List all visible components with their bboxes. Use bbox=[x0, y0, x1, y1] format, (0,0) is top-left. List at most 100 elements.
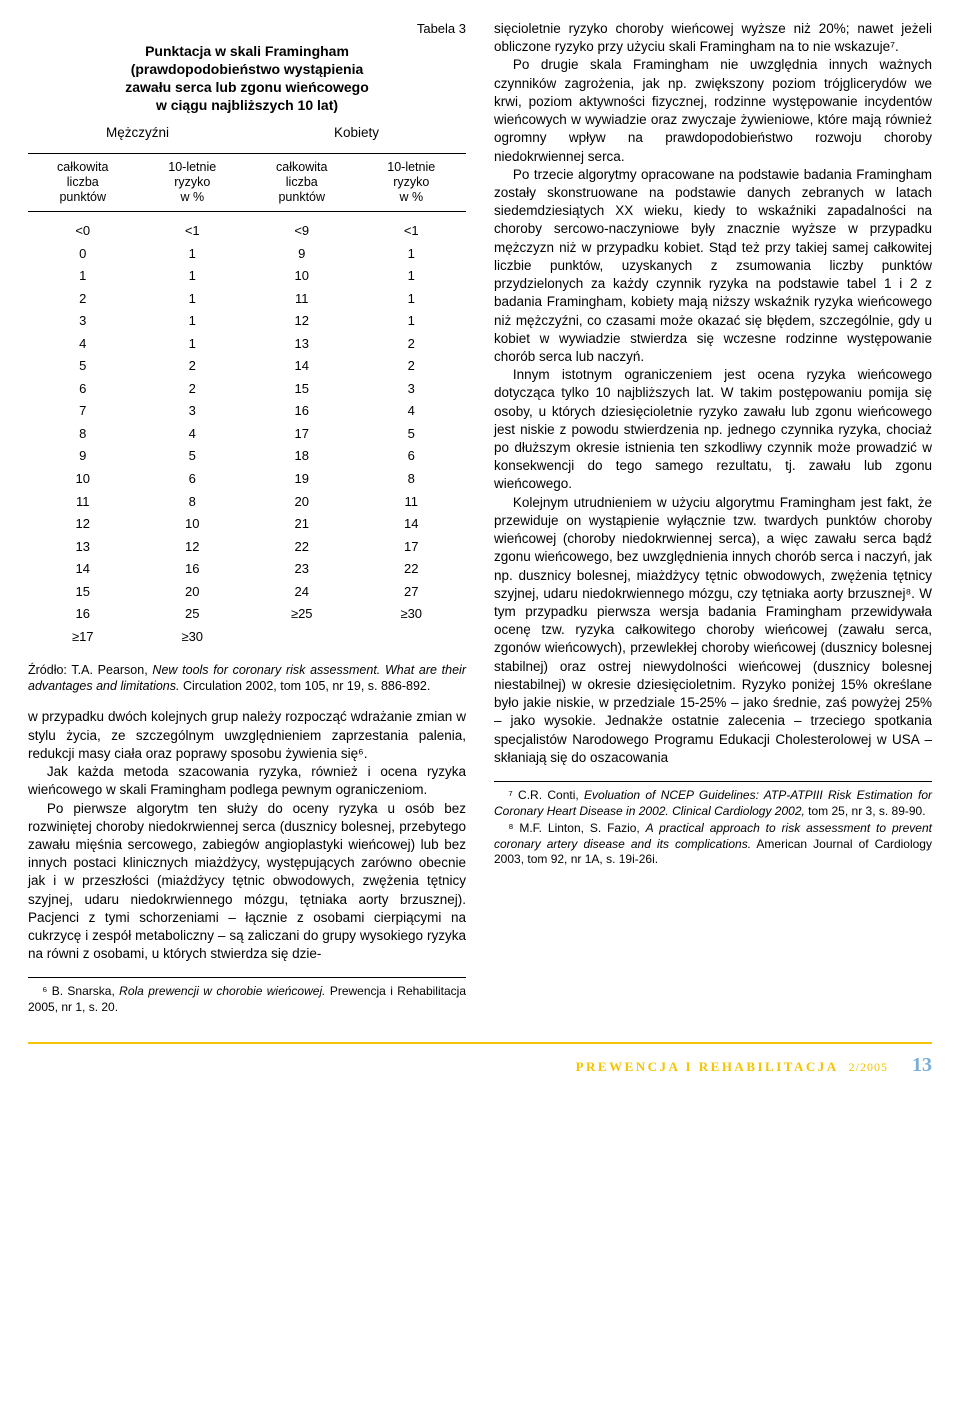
table-cell: 2 bbox=[357, 357, 467, 375]
table-cell: 3 bbox=[357, 380, 467, 398]
table-cell: 3 bbox=[28, 312, 138, 330]
footer-title: PREWENCJA I REHABILITACJA bbox=[576, 1058, 839, 1076]
table-cell: 6 bbox=[357, 447, 467, 465]
table-body: <0<1<9<101911110121111311214113252142621… bbox=[28, 220, 466, 648]
right-p4: Innym istotnym ograniczeniem jest ocena … bbox=[494, 366, 932, 494]
right-p1: sięcioletnie ryzyko choroby wieńcowej wy… bbox=[494, 20, 932, 56]
table-cell: 18 bbox=[247, 447, 357, 465]
table-row: 0191 bbox=[28, 242, 466, 265]
col-h4: 10-letnie ryzyko w % bbox=[357, 160, 467, 205]
left-body: w przypadku dwóch kolejnych grup należy … bbox=[28, 708, 466, 963]
table-cell: 12 bbox=[138, 538, 248, 556]
fn8: ⁸ M.F. Linton, S. Fazio, A practical app… bbox=[494, 821, 932, 868]
table-cell: 9 bbox=[28, 447, 138, 465]
table-row: 52142 bbox=[28, 355, 466, 378]
left-p3: Po pierwsze algorytm ten służy do oceny … bbox=[28, 800, 466, 964]
table-row: 14162322 bbox=[28, 558, 466, 581]
fn8-a: ⁸ M.F. Linton, S. Fazio, bbox=[508, 821, 645, 835]
table-cell: 6 bbox=[138, 470, 248, 488]
table-cell: 1 bbox=[28, 267, 138, 285]
table-row: <0<1<9<1 bbox=[28, 220, 466, 243]
table-cell: 14 bbox=[28, 560, 138, 578]
table-cell: 12 bbox=[28, 515, 138, 533]
table-row: 15202427 bbox=[28, 580, 466, 603]
table-cell: 23 bbox=[247, 560, 357, 578]
table-cell: ≥30 bbox=[357, 605, 467, 623]
table-cell: 11 bbox=[357, 493, 467, 511]
table-row: 73164 bbox=[28, 400, 466, 423]
right-p3: Po trzecie algorytmy opracowane na podst… bbox=[494, 166, 932, 366]
table-cell: 12 bbox=[247, 312, 357, 330]
table-row: 62153 bbox=[28, 377, 466, 400]
table-cell: 1 bbox=[138, 312, 248, 330]
table-cell: 22 bbox=[247, 538, 357, 556]
table-cell: 4 bbox=[138, 425, 248, 443]
gender-male: Mężczyźni bbox=[28, 124, 247, 142]
table-cell: 1 bbox=[357, 290, 467, 308]
table-cell: 17 bbox=[357, 538, 467, 556]
table-cell: 16 bbox=[138, 560, 248, 578]
table-cell: 1 bbox=[138, 267, 248, 285]
col-h3: całkowita liczba punktów bbox=[247, 160, 357, 205]
table-cell: <0 bbox=[28, 222, 138, 240]
right-p2: Po drugie skala Framingham nie uwzględni… bbox=[494, 56, 932, 165]
table-cell: 13 bbox=[247, 335, 357, 353]
right-p5: Kolejnym utrudnieniem w użyciu algorytmu… bbox=[494, 494, 932, 767]
table-cell: 4 bbox=[357, 402, 467, 420]
table-cell: <1 bbox=[357, 222, 467, 240]
table-cell: 24 bbox=[247, 583, 357, 601]
table-cell: 1 bbox=[138, 245, 248, 263]
fn6-a: ⁶ B. Snarska, bbox=[42, 984, 119, 998]
source-b: Circulation 2002, tom 105, nr 19, s. 886… bbox=[179, 679, 430, 693]
table-cell: 27 bbox=[357, 583, 467, 601]
table-cell: 8 bbox=[357, 470, 467, 488]
col-h1: całkowita liczba punktów bbox=[28, 160, 138, 205]
footer-issue: 2/2005 bbox=[849, 1059, 888, 1075]
table-cell: 1 bbox=[138, 290, 248, 308]
table-cell: <9 bbox=[247, 222, 357, 240]
table-row: 84175 bbox=[28, 422, 466, 445]
table-cell: 20 bbox=[138, 583, 248, 601]
table-cell: ≥17 bbox=[28, 628, 138, 646]
table-cell: 6 bbox=[28, 380, 138, 398]
table-cell: 25 bbox=[138, 605, 248, 623]
table-cell: 8 bbox=[138, 493, 248, 511]
table-row: 21111 bbox=[28, 287, 466, 310]
table-row: 1182011 bbox=[28, 490, 466, 513]
right-column: sięcioletnie ryzyko choroby wieńcowej wy… bbox=[494, 20, 932, 1018]
table-cell: 4 bbox=[28, 335, 138, 353]
table-row: 106198 bbox=[28, 468, 466, 491]
fn6-i: Rola prewencji w chorobie wieńcowej. bbox=[119, 984, 325, 998]
table-cell: 5 bbox=[28, 357, 138, 375]
table-cell: 1 bbox=[357, 267, 467, 285]
page-number: 13 bbox=[912, 1052, 932, 1079]
table-cell: 22 bbox=[357, 560, 467, 578]
table-cell: 14 bbox=[247, 357, 357, 375]
table-cell: 10 bbox=[138, 515, 248, 533]
table-title-l1: Punktacja w skali Framingham bbox=[145, 43, 349, 59]
table-cell: 5 bbox=[357, 425, 467, 443]
table-cell: 15 bbox=[28, 583, 138, 601]
col-h2: 10-letnie ryzyko w % bbox=[138, 160, 248, 205]
table-cell: 2 bbox=[138, 380, 248, 398]
page-footer: PREWENCJA I REHABILITACJA 2/2005 13 bbox=[28, 1042, 932, 1091]
table-cell: 3 bbox=[138, 402, 248, 420]
table-title-l2: (prawdopodobieństwo wystąpienia bbox=[131, 61, 364, 77]
table-title-l4: w ciągu najbliższych 10 lat) bbox=[156, 97, 338, 113]
gender-female: Kobiety bbox=[247, 124, 466, 142]
table-cell: 1 bbox=[357, 245, 467, 263]
table-cell: ≥25 bbox=[247, 605, 357, 623]
table-header: całkowita liczba punktów 10-letnie ryzyk… bbox=[28, 153, 466, 212]
table-cell: 10 bbox=[28, 470, 138, 488]
table-label: Tabela 3 bbox=[28, 20, 466, 38]
table-cell: 9 bbox=[247, 245, 357, 263]
fn7-a: ⁷ C.R. Conti, bbox=[508, 788, 584, 802]
left-column: Tabela 3 Punktacja w skali Framingham (p… bbox=[28, 20, 466, 1018]
table-cell: 10 bbox=[247, 267, 357, 285]
table-row: 95186 bbox=[28, 445, 466, 468]
table-row: 12102114 bbox=[28, 513, 466, 536]
table-cell: 21 bbox=[247, 515, 357, 533]
left-p1: w przypadku dwóch kolejnych grup należy … bbox=[28, 708, 466, 763]
fn7: ⁷ C.R. Conti, Evoluation of NCEP Guideli… bbox=[494, 788, 932, 819]
table-cell: 11 bbox=[247, 290, 357, 308]
